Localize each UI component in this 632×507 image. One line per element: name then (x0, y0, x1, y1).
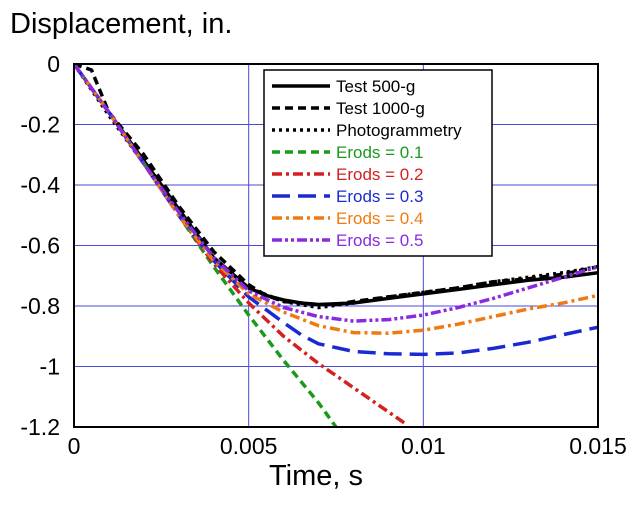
y-tick-label: -0.2 (20, 112, 60, 138)
series-line-8 (74, 64, 598, 323)
legend-label: Test 500-g (336, 77, 415, 96)
legend-label: Erods = 0.2 (336, 165, 423, 184)
legend: Test 500-g Test 1000-g Photogrammetry Erods… (263, 69, 493, 257)
y-tick-labels: 0 -0.2 -0.4 -0.6 -0.8 -1 -1.2 (20, 51, 60, 440)
legend-label: Test 1000-g (336, 99, 425, 118)
x-tick-label: 0.015 (569, 433, 627, 459)
x-tick-label: 0 (68, 433, 81, 459)
plot-frame (73, 63, 599, 428)
series-line-5 (74, 64, 407, 426)
y-tick-label: -1 (40, 354, 60, 380)
x-tick-labels: 0 0.005 0.01 0.015 (68, 433, 627, 459)
y-tick-label: -0.8 (20, 293, 60, 319)
legend-box (263, 69, 493, 257)
x-tick-label: 0.005 (220, 433, 278, 459)
series-lines (74, 64, 598, 427)
y-tick-label: -0.4 (20, 172, 60, 198)
y-tick-label: 0 (47, 51, 60, 77)
legend-label: Erods = 0.3 (336, 187, 423, 206)
legend-label: Erods = 0.1 (336, 143, 423, 162)
x-axis-title: Time, s (269, 460, 363, 492)
y-tick-label: -0.6 (20, 233, 60, 259)
legend-label: Erods = 0.5 (336, 231, 423, 250)
x-tick-label: 0.01 (401, 433, 446, 459)
legend-label: Photogrammetry (336, 121, 462, 140)
y-axis-title: Displacement, in. (10, 8, 233, 40)
y-tick-label: -1.2 (20, 414, 60, 440)
legend-label: Erods = 0.4 (336, 209, 423, 228)
series-line-2 (74, 64, 598, 307)
